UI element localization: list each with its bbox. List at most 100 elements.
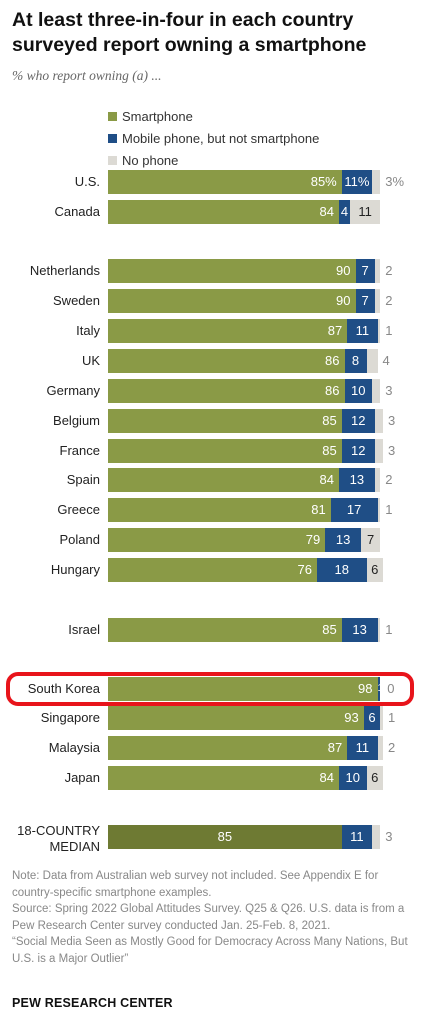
value-smartphone-hungary: 76	[297, 562, 312, 577]
bar-no-phone-sweden	[374, 289, 381, 313]
bar-no-phone-netherlands	[374, 259, 381, 283]
value-mobile-singapore: 6	[368, 710, 376, 725]
value-mobile-israel: 13	[352, 622, 367, 637]
value-no-phone-18-country-median: 3	[385, 829, 393, 844]
bar-mobile-hungary	[317, 558, 367, 582]
value-mobile-poland: 13	[335, 532, 351, 547]
bar-mobile-spain	[339, 468, 375, 492]
value-no-phone-netherlands: 2	[385, 263, 393, 278]
value-mobile-uk: 8	[351, 353, 360, 368]
country-label-belgium: Belgium	[53, 413, 100, 428]
value-smartphone-spain: 84	[319, 472, 334, 487]
value-mobile-u-s-: 11%	[344, 174, 370, 189]
value-mobile-canada: 4	[340, 204, 349, 219]
bar-smartphone-u-s-	[108, 170, 342, 194]
country-label-canada: Canada	[54, 204, 100, 219]
bar-mobile-belgium	[341, 409, 375, 433]
bar-smartphone-poland	[108, 528, 326, 552]
note-text: Note: Data from Australian web survey no…	[12, 870, 379, 899]
bar-mobile-malaysia	[347, 736, 378, 760]
country-label-18-country-median: 18-COUNTRY MEDIAN	[17, 823, 100, 854]
value-no-phone-poland: 7	[367, 532, 375, 547]
value-no-phone-u-s-: 3%	[385, 174, 405, 189]
value-mobile-18-country-median: 11	[350, 829, 364, 844]
value-mobile-belgium: 12	[351, 413, 366, 428]
pew-footer: PEW RESEARCH CENTER	[12, 996, 173, 1010]
bar-no-phone-canada	[350, 200, 381, 224]
value-no-phone-greece: 1	[385, 502, 393, 517]
bar-smartphone-uk	[108, 349, 345, 373]
bar-no-phone-18-country-median	[372, 825, 381, 849]
value-no-phone-israel: 1	[385, 622, 393, 637]
bar-mobile-canada	[339, 200, 350, 224]
legend-item-no-phone: No phone	[108, 149, 319, 171]
bar-smartphone-israel	[108, 618, 342, 642]
bar-smartphone-south-korea	[108, 677, 378, 701]
value-no-phone-japan: 6	[371, 770, 379, 785]
value-smartphone-malaysia: 87	[327, 740, 343, 755]
bar-no-phone-greece	[377, 498, 381, 522]
bar-smartphone-france	[108, 439, 342, 463]
bar-smartphone-canada	[108, 200, 339, 224]
bar-mobile-sweden	[355, 289, 375, 313]
legend-swatch-no-phone	[108, 155, 117, 165]
bar-smartphone-belgium	[108, 409, 342, 433]
value-smartphone-israel: 85	[322, 622, 337, 637]
value-smartphone-south-korea: 98	[358, 681, 373, 696]
bar-mobile-south-korea	[377, 677, 381, 701]
value-mobile-south-korea: 1	[377, 683, 384, 694]
bar-no-phone-belgium	[374, 409, 383, 433]
bar-mobile-poland	[325, 528, 361, 552]
country-label-spain: Spain	[66, 472, 100, 487]
legend-label-mobile: Mobile phone, but not smartphone	[122, 130, 320, 146]
value-smartphone-greece: 81	[311, 502, 326, 517]
value-smartphone-sweden: 90	[336, 293, 351, 308]
bar-mobile-germany	[344, 379, 372, 403]
value-smartphone-germany: 86	[325, 383, 340, 398]
source-text: Source: Spring 2022 Global Attitudes Sur…	[12, 903, 405, 932]
bar-smartphone-netherlands	[108, 259, 356, 283]
bar-no-phone-germany	[372, 379, 381, 403]
value-no-phone-spain: 2	[385, 472, 393, 487]
country-label-malaysia: Malaysia	[48, 740, 100, 755]
country-label-sweden: Sweden	[53, 293, 100, 308]
country-label-singapore: Singapore	[40, 710, 100, 725]
bar-no-phone-malaysia	[377, 736, 383, 760]
country-label-netherlands: Netherlands	[29, 263, 100, 278]
value-smartphone-italy: 87	[327, 323, 343, 338]
value-smartphone-poland: 79	[305, 532, 321, 547]
value-no-phone-sweden: 2	[385, 293, 393, 308]
bar-smartphone-malaysia	[108, 736, 348, 760]
bar-smartphone-germany	[108, 379, 345, 403]
bar-smartphone-sweden	[108, 289, 356, 313]
country-label-germany: Germany	[46, 383, 100, 398]
chart-notes: Note: Data from Australian web survey no…	[12, 868, 422, 967]
legend-item-mobile: Mobile phone, but not smartphone	[108, 127, 319, 149]
value-mobile-spain: 13	[349, 472, 365, 487]
value-mobile-hungary: 18	[334, 562, 349, 577]
bar-smartphone-singapore	[108, 706, 364, 730]
country-label-israel: Israel	[68, 622, 100, 637]
value-mobile-netherlands: 7	[361, 263, 369, 278]
country-label-south-korea: South Korea	[27, 681, 100, 696]
bar-no-phone-israel	[377, 618, 381, 642]
bar-no-phone-italy	[377, 319, 381, 343]
country-label-hungary: Hungary	[50, 562, 100, 577]
country-label-greece: Greece	[57, 502, 100, 517]
value-smartphone-france: 85	[322, 443, 337, 458]
bar-no-phone-japan	[366, 766, 383, 790]
value-no-phone-canada: 11	[358, 204, 372, 219]
value-smartphone-u-s-: 85%	[310, 174, 337, 189]
bar-smartphone-japan	[108, 766, 339, 790]
country-label-u-s-: U.S.	[74, 174, 100, 189]
value-mobile-italy: 11	[355, 323, 370, 338]
bar-mobile-18-country-median	[341, 825, 372, 849]
south-korea-highlight	[6, 672, 414, 706]
bar-no-phone-poland	[361, 528, 381, 552]
chart-title: At least three-in-four in each country s…	[12, 9, 367, 56]
value-smartphone-uk: 86	[325, 353, 340, 368]
bar-smartphone-18-country-median	[108, 825, 342, 849]
bar-mobile-japan	[339, 766, 367, 790]
country-label-poland: Poland	[59, 532, 100, 547]
value-mobile-japan: 10	[345, 770, 360, 785]
